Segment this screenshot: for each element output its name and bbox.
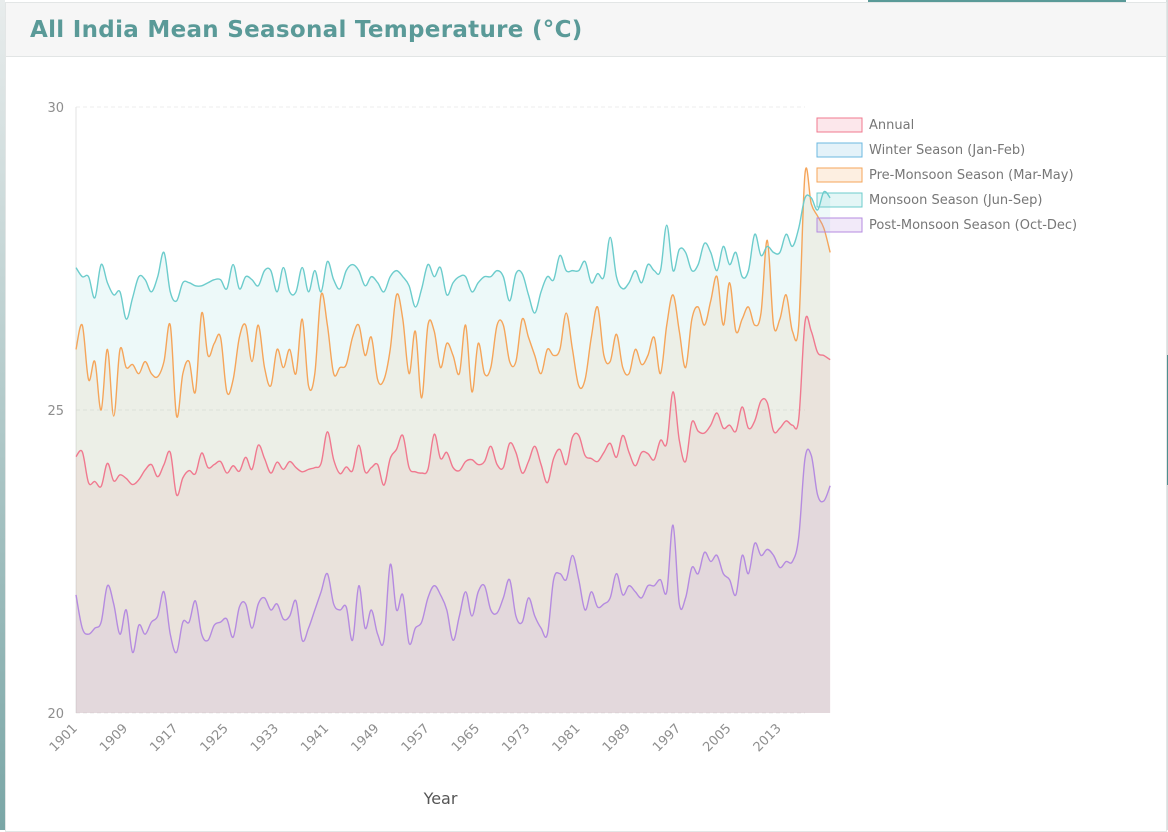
series-line-monsoon-season-jun-sep: [75, 190, 831, 320]
card-header: All India Mean Seasonal Temperature (°C): [6, 3, 1166, 57]
x-tick-label: 2005: [700, 721, 734, 755]
x-tick-label: 2013: [751, 721, 785, 755]
x-tick-label: 1965: [449, 721, 483, 755]
x-tick-label: 1901: [47, 721, 81, 755]
series-line-post-monsoon-season-oct-dec: [75, 448, 831, 654]
y-tick-label: 25: [47, 404, 64, 419]
legend-label-annual: Annual: [869, 118, 914, 133]
series-area-pre-monsoon-season-mar-may: [76, 167, 831, 714]
legend-swatch-post-monsoon-season-oct-dec: [816, 217, 863, 233]
legend-label-post-monsoon-season-oct-dec: Post-Monsoon Season (Oct-Dec): [869, 218, 1077, 233]
series-area-monsoon-season-jun-sep: [76, 191, 831, 713]
scrollbar-thumb[interactable]: [1166, 355, 1168, 485]
x-tick-label: 1997: [650, 721, 684, 755]
legend-swatch-winter-season-jan-feb: [816, 142, 863, 158]
window-frame-left: [0, 0, 5, 830]
series-area-annual: [76, 316, 831, 713]
x-tick-label: 1957: [399, 721, 433, 755]
x-tick-label: 1933: [248, 721, 282, 755]
x-tick-label: 1989: [600, 721, 634, 755]
y-tick-label: 30: [47, 101, 64, 116]
x-tick-label: 1981: [550, 721, 584, 755]
series-area-post-monsoon-season-oct-dec: [76, 449, 831, 713]
legend-swatch-annual: [816, 117, 863, 133]
x-tick-label: 1949: [348, 721, 382, 755]
legend-label-winter-season-jan-feb: Winter Season (Jan-Feb): [869, 143, 1025, 158]
series-line-pre-monsoon-season-mar-may: [75, 167, 831, 418]
legend-swatch-monsoon-season-jun-sep: [816, 192, 863, 208]
x-axis-title: Year: [423, 789, 458, 808]
y-tick-label: 20: [47, 707, 64, 722]
x-tick-label: 1909: [97, 721, 131, 755]
legend-swatch-pre-monsoon-season-mar-may: [816, 167, 863, 183]
x-tick-label: 1941: [298, 721, 332, 755]
tab-active-indicator: [868, 0, 1126, 2]
x-tick-label: 1925: [198, 721, 232, 755]
legend-label-pre-monsoon-season-mar-may: Pre-Monsoon Season (Mar-May): [869, 168, 1074, 183]
series-line-annual: [75, 315, 831, 497]
legend-label-monsoon-season-jun-sep: Monsoon Season (Jun-Sep): [869, 193, 1042, 208]
x-tick-label: 1973: [499, 721, 533, 755]
page-title: All India Mean Seasonal Temperature (°C): [30, 16, 583, 43]
x-tick-label: 1917: [147, 721, 181, 755]
